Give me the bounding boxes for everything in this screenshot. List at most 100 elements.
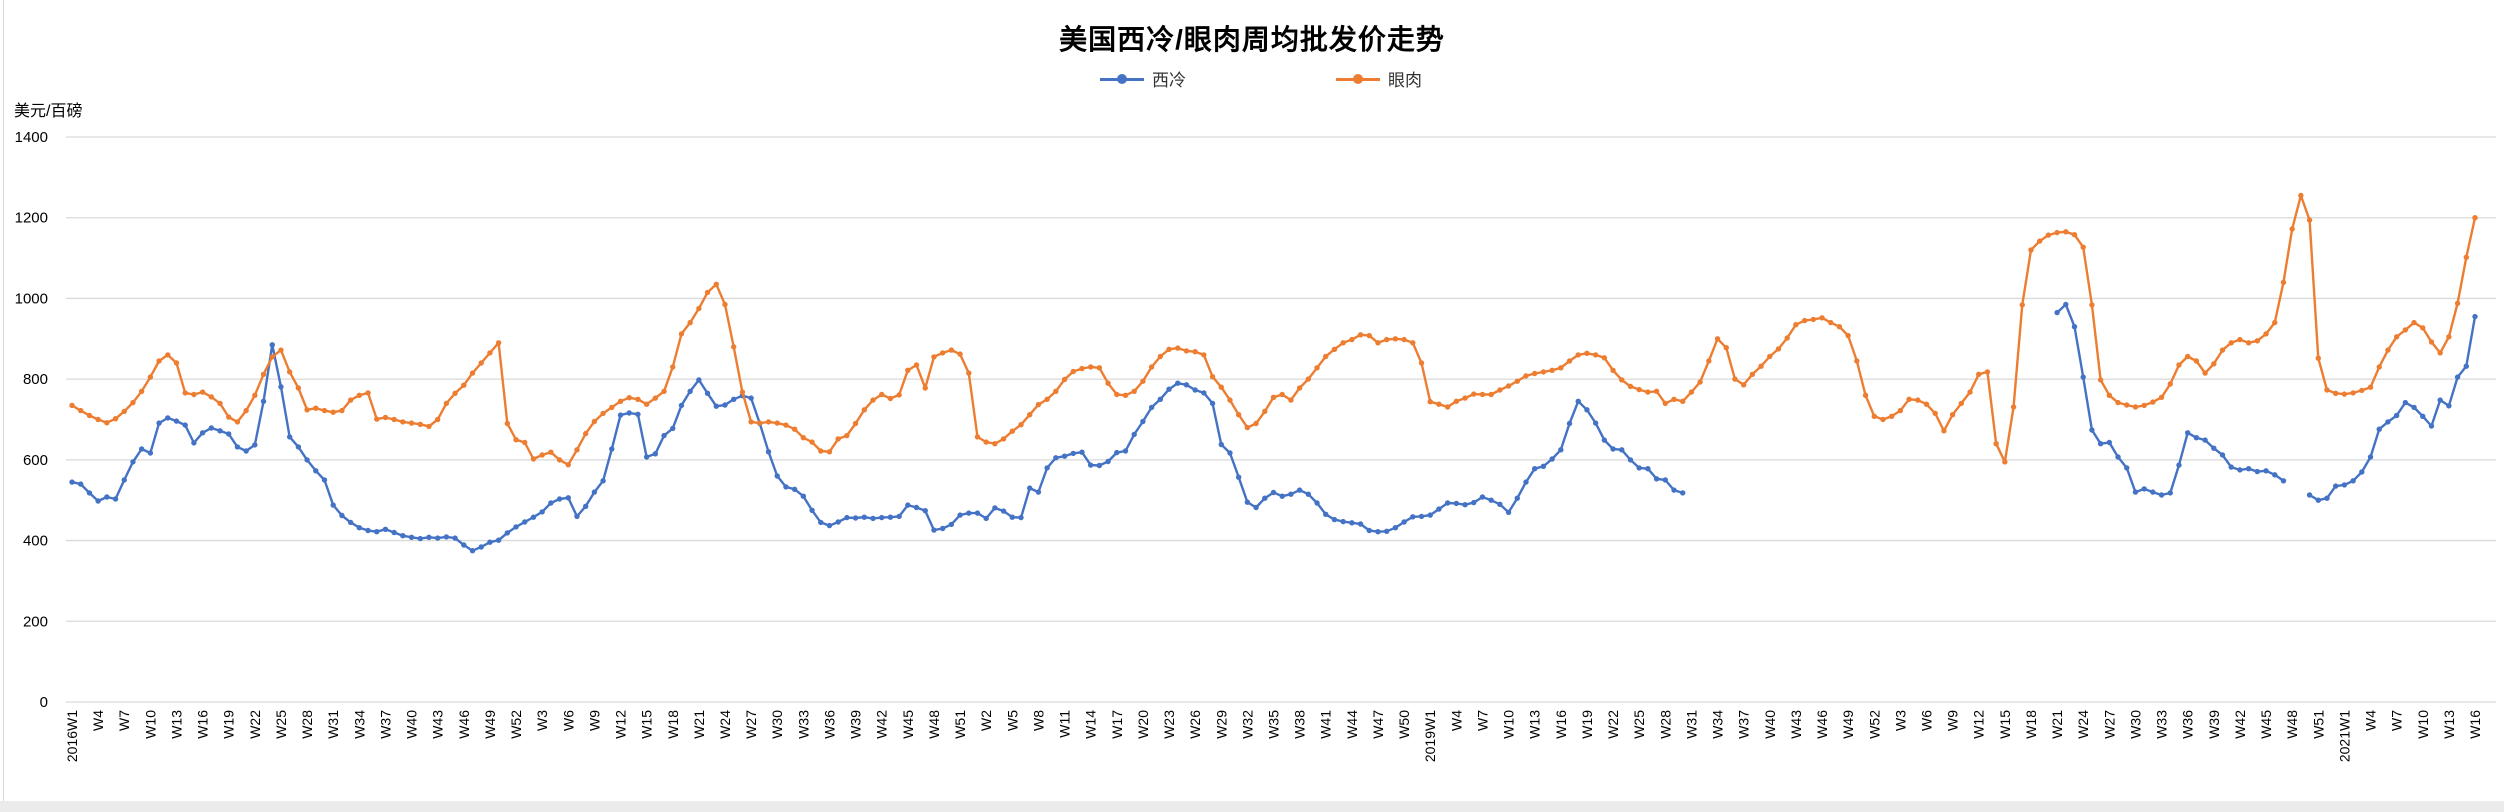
svg-text:W22: W22	[247, 710, 263, 739]
svg-text:W5: W5	[1004, 710, 1020, 731]
svg-text:1000: 1000	[15, 290, 48, 307]
svg-text:W8: W8	[1030, 710, 1046, 731]
svg-text:W33: W33	[795, 710, 811, 739]
horizontal-scrollbar[interactable]	[0, 801, 2504, 812]
svg-text:W10: W10	[142, 710, 158, 739]
svg-text:W42: W42	[874, 710, 890, 739]
svg-text:W42: W42	[2232, 710, 2248, 739]
svg-text:W51: W51	[952, 710, 968, 739]
svg-text:W28: W28	[299, 710, 315, 739]
svg-text:W14: W14	[1083, 710, 1099, 739]
svg-text:W13: W13	[168, 710, 184, 739]
svg-text:W18: W18	[2023, 710, 2039, 739]
svg-text:2021W1: 2021W1	[2336, 710, 2352, 762]
svg-text:W37: W37	[377, 710, 393, 739]
svg-text:W30: W30	[769, 710, 785, 739]
svg-text:W36: W36	[821, 710, 837, 739]
svg-text:W15: W15	[639, 710, 655, 739]
svg-text:400: 400	[23, 533, 48, 550]
svg-text:W11: W11	[1057, 710, 1073, 738]
legend-item-xiling: 西冷	[1100, 66, 1186, 91]
svg-text:W9: W9	[586, 710, 602, 731]
svg-text:W22: W22	[1605, 710, 1621, 739]
svg-text:1200: 1200	[15, 210, 48, 227]
svg-text:W31: W31	[1683, 710, 1699, 739]
svg-text:W39: W39	[2206, 710, 2222, 739]
legend-label: 西冷	[1152, 71, 1186, 90]
svg-text:W46: W46	[456, 710, 472, 739]
svg-text:W25: W25	[273, 710, 289, 739]
svg-text:W35: W35	[1266, 710, 1282, 739]
svg-text:W43: W43	[1788, 710, 1804, 739]
svg-text:W49: W49	[482, 710, 498, 739]
svg-text:W2: W2	[978, 710, 994, 731]
svg-text:W38: W38	[1292, 710, 1308, 739]
svg-text:W6: W6	[560, 710, 576, 731]
svg-text:美元/百磅: 美元/百磅	[14, 102, 82, 120]
svg-text:1400: 1400	[15, 129, 48, 146]
svg-text:W12: W12	[613, 710, 629, 739]
window-left-border	[3, 0, 4, 801]
svg-text:W10: W10	[1501, 710, 1517, 739]
svg-text:W52: W52	[1866, 710, 1882, 739]
svg-text:W46: W46	[1814, 710, 1830, 739]
svg-text:W30: W30	[2127, 710, 2143, 739]
svg-text:W13: W13	[1527, 710, 1543, 739]
svg-text:W49: W49	[1840, 710, 1856, 739]
svg-text:W3: W3	[534, 710, 550, 731]
svg-text:W48: W48	[926, 710, 942, 739]
svg-text:W32: W32	[1239, 710, 1255, 739]
svg-text:W7: W7	[116, 710, 132, 731]
svg-text:W4: W4	[2363, 710, 2379, 731]
svg-text:W12: W12	[1971, 710, 1987, 739]
svg-text:W27: W27	[743, 710, 759, 739]
svg-text:200: 200	[23, 613, 48, 630]
svg-text:W28: W28	[1657, 710, 1673, 739]
svg-text:W24: W24	[717, 710, 733, 739]
svg-text:W21: W21	[691, 710, 707, 739]
svg-text:0: 0	[40, 694, 48, 711]
svg-text:W43: W43	[430, 710, 446, 739]
svg-text:W7: W7	[2389, 710, 2405, 731]
svg-text:W7: W7	[1474, 710, 1490, 731]
svg-text:W52: W52	[508, 710, 524, 739]
svg-text:W19: W19	[1579, 710, 1595, 739]
svg-text:W39: W39	[848, 710, 864, 739]
svg-text:W4: W4	[90, 710, 106, 731]
svg-text:W47: W47	[1370, 710, 1386, 739]
svg-text:W21: W21	[2049, 710, 2065, 739]
svg-text:W15: W15	[1997, 710, 2013, 739]
svg-text:W19: W19	[221, 710, 237, 739]
svg-text:W45: W45	[2258, 710, 2274, 739]
svg-text:W40: W40	[1762, 710, 1778, 739]
svg-text:W41: W41	[1318, 710, 1334, 739]
svg-text:W36: W36	[2180, 710, 2196, 739]
svg-text:W34: W34	[1710, 710, 1726, 739]
svg-text:W18: W18	[665, 710, 681, 739]
svg-text:W26: W26	[1187, 710, 1203, 739]
svg-text:W44: W44	[1344, 710, 1360, 739]
svg-text:W31: W31	[325, 710, 341, 739]
svg-text:2019W1: 2019W1	[1422, 710, 1438, 762]
chart-legend: 西冷 眼肉	[1100, 66, 1422, 91]
svg-text:600: 600	[23, 452, 48, 469]
line-marker-icon	[1336, 73, 1380, 84]
chart-title: 美国西冷/眼肉周均批发价走势	[1059, 24, 1445, 55]
svg-text:800: 800	[23, 371, 48, 388]
svg-text:W6: W6	[1918, 710, 1934, 731]
svg-text:W37: W37	[1736, 710, 1752, 739]
svg-text:W50: W50	[1396, 710, 1412, 739]
svg-text:W33: W33	[2154, 710, 2170, 739]
svg-text:W40: W40	[404, 710, 420, 739]
svg-text:2016W1: 2016W1	[64, 710, 80, 762]
svg-text:W16: W16	[1553, 710, 1569, 739]
svg-text:W29: W29	[1213, 710, 1229, 739]
svg-text:W51: W51	[2310, 710, 2326, 739]
svg-text:W16: W16	[195, 710, 211, 739]
svg-text:W13: W13	[2441, 710, 2457, 739]
svg-text:W23: W23	[1161, 710, 1177, 739]
svg-text:W34: W34	[351, 710, 367, 739]
svg-text:W20: W20	[1135, 710, 1151, 739]
